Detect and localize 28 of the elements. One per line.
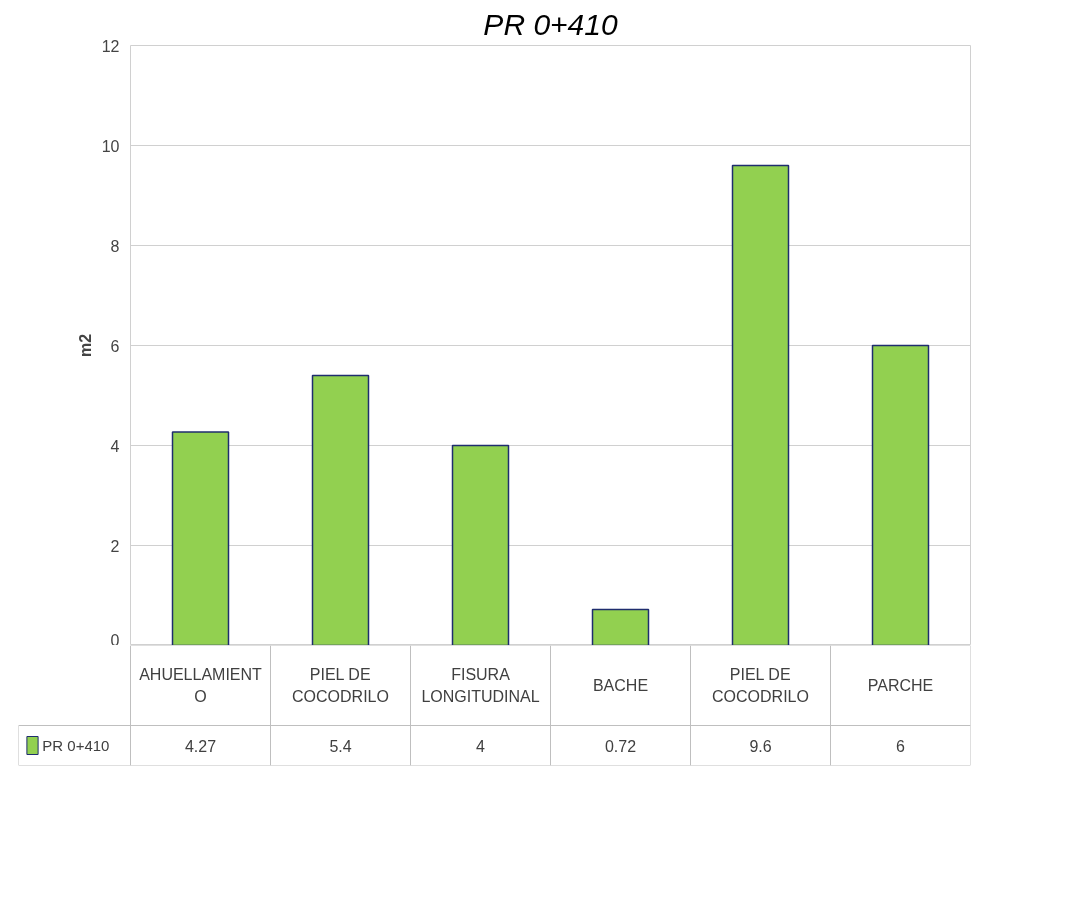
y-tick-label: 12 xyxy=(101,37,120,55)
chart-title: PR 0+410 xyxy=(483,7,618,41)
y-axis-title: m2 xyxy=(76,333,94,358)
data-label: 6 xyxy=(896,737,906,755)
y-tick-label: 2 xyxy=(110,537,120,555)
data-label: 4.27 xyxy=(184,737,217,755)
data-label: 5.4 xyxy=(329,737,352,755)
y-tick-label: 0 xyxy=(110,631,120,649)
bar xyxy=(731,164,790,645)
bar xyxy=(591,608,650,645)
x-tick-label: PARCHE xyxy=(867,677,934,694)
x-tick-label: PIEL DE COCODRILO xyxy=(292,665,389,706)
y-tick-label: 10 xyxy=(101,137,120,155)
legend-label: PR 0+410 xyxy=(42,737,110,754)
x-tick-label: AHUELLAMIENTO xyxy=(139,665,263,706)
x-tick-label: PIEL DE COCODRILO xyxy=(712,665,809,706)
bar xyxy=(871,344,930,645)
y-tick-label: 6 xyxy=(110,337,120,355)
y-tick-label: 8 xyxy=(110,237,120,255)
bar xyxy=(451,444,510,645)
x-tick-label: FISURA LONGITUDINAL xyxy=(421,665,540,706)
data-label: 4 xyxy=(476,737,486,755)
data-label: 9.6 xyxy=(749,737,772,755)
data-label: 0.72 xyxy=(604,737,637,755)
x-tick-label: BACHE xyxy=(592,677,649,694)
bar xyxy=(311,374,370,645)
y-tick-label: 4 xyxy=(110,437,120,455)
bar xyxy=(171,431,230,645)
